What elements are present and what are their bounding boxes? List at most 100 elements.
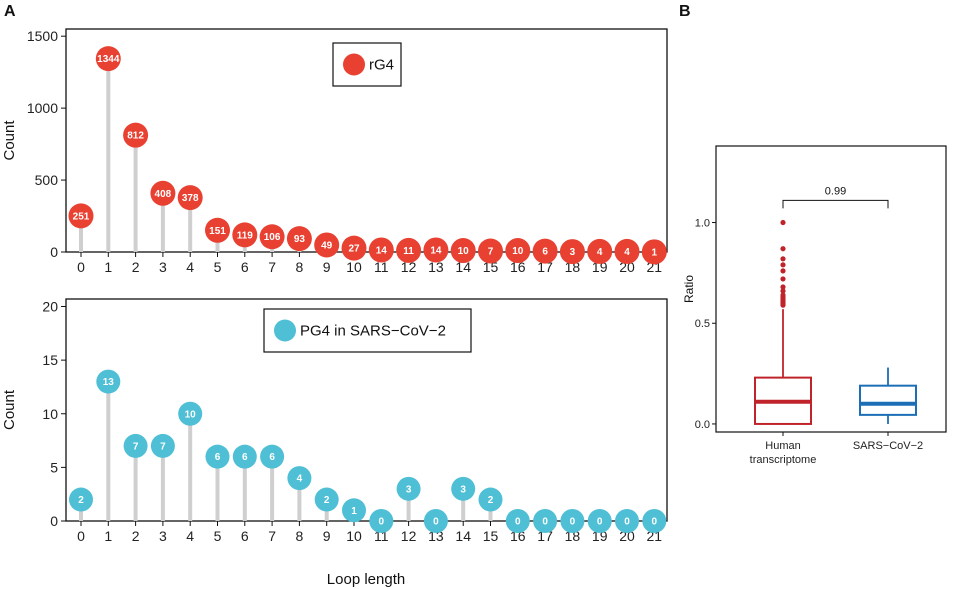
lollipop-point xyxy=(259,224,285,250)
lollipop-point xyxy=(69,487,93,512)
y-tick-label: 5 xyxy=(50,459,58,475)
lollipop-point xyxy=(560,509,585,533)
lollipop-value-label: 106 xyxy=(264,232,281,243)
significance-bracket xyxy=(782,199,889,209)
y-tick-label: 1000 xyxy=(27,100,58,116)
box-iqr xyxy=(859,384,917,416)
panel-label-b: B xyxy=(679,3,691,20)
x-tick-label: transcriptome xyxy=(750,454,817,466)
lollipop-value-label: 6 xyxy=(269,452,275,463)
lollipop-point xyxy=(96,369,121,394)
y-axis-title: Count xyxy=(1,120,18,161)
x-tick-label: 8 xyxy=(296,259,304,275)
lollipop-value-label: 2 xyxy=(78,495,84,506)
lollipop-value-label: 0 xyxy=(597,517,603,528)
x-tick-label: 1 xyxy=(104,259,112,275)
lollipop-point xyxy=(341,235,367,261)
legend-marker xyxy=(343,53,365,76)
x-tick-label: 14 xyxy=(455,259,471,275)
lollipop-point xyxy=(396,237,422,263)
lollipop-point xyxy=(150,433,175,458)
lollipop-point xyxy=(286,226,312,252)
x-tick-label: 5 xyxy=(214,259,222,275)
x-tick-label: Human xyxy=(765,440,800,452)
outlier-point xyxy=(780,276,786,282)
plot-frame xyxy=(65,298,668,522)
x-tick-label: 12 xyxy=(401,528,417,544)
lollipop-value-label: 7 xyxy=(133,441,139,452)
lollipop-point xyxy=(342,498,366,523)
y-tick-label: 500 xyxy=(35,172,59,188)
x-tick-label: 10 xyxy=(346,528,362,544)
lollipop-value-label: 3 xyxy=(570,247,576,258)
plot-frame xyxy=(65,28,668,253)
x-tick-label: 7 xyxy=(268,528,276,544)
lollipop-point xyxy=(451,476,476,501)
lollipop-value-label: 3 xyxy=(406,484,412,495)
lollipop-point xyxy=(368,237,394,263)
x-tick-label: 0 xyxy=(77,259,85,275)
x-tick-label: 8 xyxy=(296,528,304,544)
lollipop-value-label: 10 xyxy=(458,246,470,257)
lollipop-point xyxy=(287,466,312,491)
lollipop-point xyxy=(478,238,503,264)
y-tick-label: 0 xyxy=(50,244,58,260)
lollipop-value-label: 1 xyxy=(351,506,357,517)
lollipop-point xyxy=(587,238,613,264)
outlier-point xyxy=(780,268,786,274)
lollipop-value-label: 0 xyxy=(652,517,658,528)
lollipop-point xyxy=(314,487,339,512)
lollipop-value-label: 378 xyxy=(182,193,199,204)
lollipop-point xyxy=(123,122,149,148)
lollipop-value-label: 14 xyxy=(376,245,388,256)
y-axis-title: Ratio xyxy=(682,275,696,303)
lollipop-point xyxy=(423,237,449,263)
lollipop-value-label: 10 xyxy=(185,409,197,420)
lollipop-point xyxy=(478,487,503,512)
lollipop-point xyxy=(123,433,148,458)
plot-frame xyxy=(715,145,947,433)
lollipop-point xyxy=(505,509,530,533)
lollipop-point xyxy=(396,476,421,501)
x-tick-label: SARS−CoV−2 xyxy=(853,440,923,452)
lollipop-value-label: 11 xyxy=(403,246,414,257)
x-tick-label: 6 xyxy=(241,528,249,544)
x-tick-label: 15 xyxy=(483,259,499,275)
y-tick-label: 0.0 xyxy=(695,419,710,431)
lollipop-value-label: 6 xyxy=(242,452,248,463)
lollipop-value-label: 2 xyxy=(324,495,330,506)
x-tick-label: 16 xyxy=(510,259,526,275)
lollipop-value-label: 1344 xyxy=(97,54,120,65)
x-tick-label: 9 xyxy=(323,259,331,275)
x-tick-label: 12 xyxy=(401,259,417,275)
ratio-boxplot-chart: 0.0 0.5 1.0 Ratio Human transcriptome SARS−CoV… xyxy=(682,145,947,466)
x-axis-title: Loop length xyxy=(327,571,405,588)
lollipop-value-label: 151 xyxy=(209,226,226,237)
lollipop-value-label: 0 xyxy=(570,517,576,528)
y-axis-title: Count xyxy=(1,389,18,430)
lollipop-point xyxy=(260,444,285,469)
lollipop-value-label: 1 xyxy=(652,247,658,258)
lollipop-point xyxy=(559,239,585,265)
x-tick-label: 1 xyxy=(104,528,112,544)
outlier-point xyxy=(780,246,786,252)
lollipop-point xyxy=(614,238,640,264)
lollipop-value-label: 3 xyxy=(460,484,466,495)
x-tick-label: 6 xyxy=(241,259,249,275)
x-tick-label: 10 xyxy=(346,259,362,275)
lollipop-value-label: 4 xyxy=(624,247,630,258)
panel-label-a: A xyxy=(4,3,16,20)
lollipop-point xyxy=(232,444,257,469)
lollipop-value-label: 10 xyxy=(512,246,524,257)
lollipop-value-label: 4 xyxy=(597,247,603,258)
lollipop-value-label: 7 xyxy=(160,441,166,452)
lollipop-value-label: 251 xyxy=(73,211,90,222)
lollipop-value-label: 13 xyxy=(103,377,115,388)
lollipop-value-label: 6 xyxy=(215,452,221,463)
lollipop-point xyxy=(205,217,230,243)
lollipop-value-label: 6 xyxy=(542,247,548,258)
lollipop-point xyxy=(641,239,667,265)
x-tick-label: 13 xyxy=(428,259,444,275)
